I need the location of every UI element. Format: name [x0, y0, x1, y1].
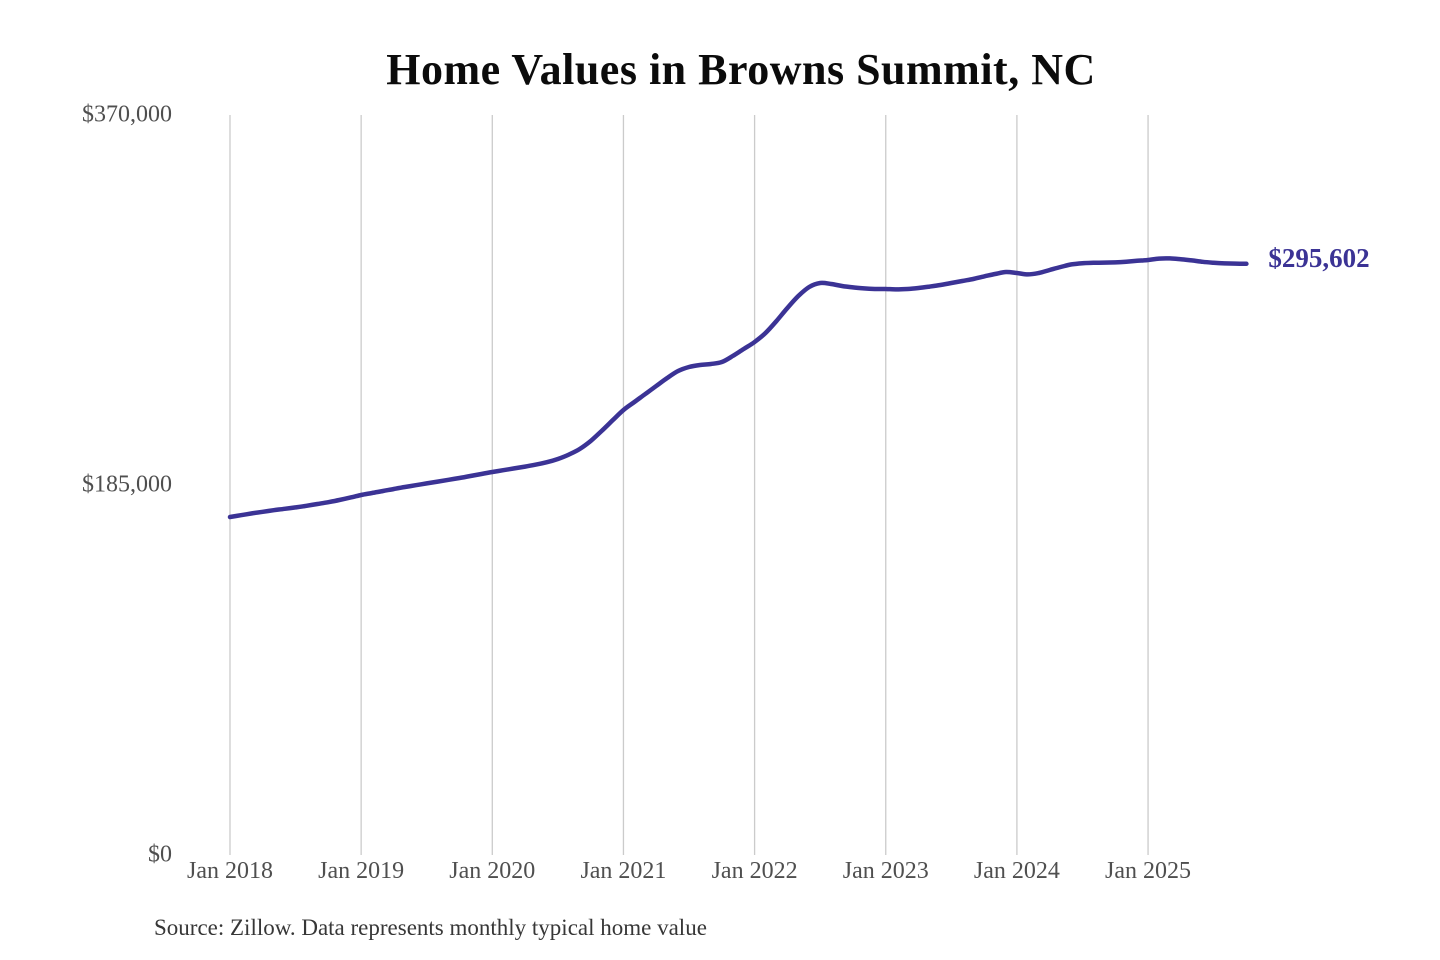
y-tick-0: $0: [148, 841, 172, 868]
x-tick-jan-2023: Jan 2023: [842, 858, 929, 884]
x-tick-jan-2025: Jan 2025: [1105, 858, 1192, 884]
x-tick-jan-2018: Jan 2018: [187, 858, 273, 884]
x-tick-jan-2021: Jan 2021: [580, 858, 667, 884]
chart-title: Home Values in Browns Summit, NC: [386, 45, 1096, 94]
x-tick-jan-2024: Jan 2024: [973, 858, 1060, 884]
home-value-line-series: [227, 256, 1249, 520]
x-tick-jan-2022: Jan 2022: [711, 858, 798, 884]
source-note: Source: Zillow. Data represents monthly …: [154, 915, 707, 940]
y-tick-370000: $370,000: [82, 101, 172, 128]
y-tick-185000: $185,000: [82, 471, 172, 498]
x-tick-jan-2019: Jan 2019: [318, 858, 405, 884]
x-tick-jan-2020: Jan 2020: [449, 858, 536, 884]
vertical-gridlines: [229, 115, 1149, 855]
current-value-label: $295,602: [1268, 242, 1370, 273]
